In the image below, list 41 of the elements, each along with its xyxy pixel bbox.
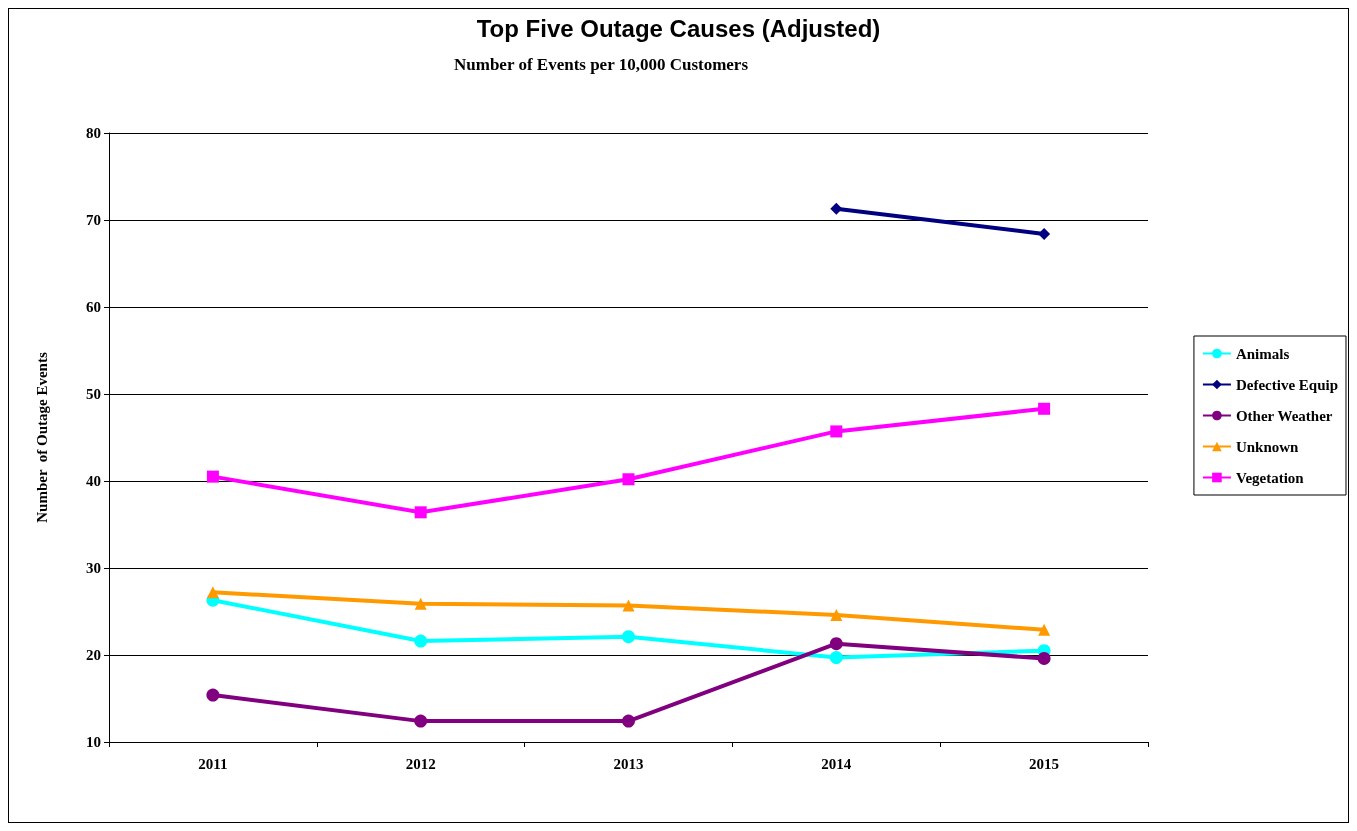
point (206, 688, 220, 702)
point (830, 425, 843, 438)
legend-label: Vegetation (1235, 469, 1305, 486)
x-tick-label: 2013 (613, 755, 644, 772)
legend-label: Unknown (1235, 438, 1300, 455)
point (414, 714, 428, 728)
y-tick-label: 10 (86, 734, 101, 750)
point (414, 634, 428, 648)
point (622, 599, 635, 612)
point (1038, 402, 1051, 415)
y-tick-label: 50 (86, 386, 101, 402)
point (829, 651, 843, 665)
point (1038, 623, 1051, 636)
point (1037, 651, 1051, 665)
y-tick-label: 30 (86, 560, 101, 576)
x-tick-label: 2011 (198, 755, 228, 772)
point (206, 586, 219, 599)
point (414, 506, 427, 519)
x-tick-label: 2015 (1029, 755, 1060, 772)
y-tick-label: 80 (86, 125, 101, 141)
point (414, 597, 427, 610)
y-tick-label: 40 (86, 473, 101, 489)
y-tick-label: 70 (86, 212, 101, 228)
point (206, 470, 219, 483)
point (830, 608, 843, 621)
chart-subtitle: Number of Events per 10,000 Customers (454, 55, 749, 74)
y-tick-label: 60 (86, 299, 101, 315)
point (622, 630, 635, 644)
point (830, 202, 843, 215)
chart-title: Top Five Outage Causes (Adjusted) (476, 14, 881, 42)
x-tick-label: 2014 (821, 755, 852, 772)
y-axis-title: Number of Outage Events (33, 352, 50, 523)
point (622, 714, 635, 728)
legend-label: Animals (1235, 345, 1290, 362)
y-tick-label: 20 (86, 647, 101, 663)
x-tick-label: 2012 (405, 755, 436, 772)
legend-label: Other Weather (1235, 407, 1333, 424)
legend-label: Defective Equip (1235, 376, 1339, 393)
point (622, 473, 635, 486)
point (829, 637, 843, 651)
point (1038, 227, 1051, 240)
